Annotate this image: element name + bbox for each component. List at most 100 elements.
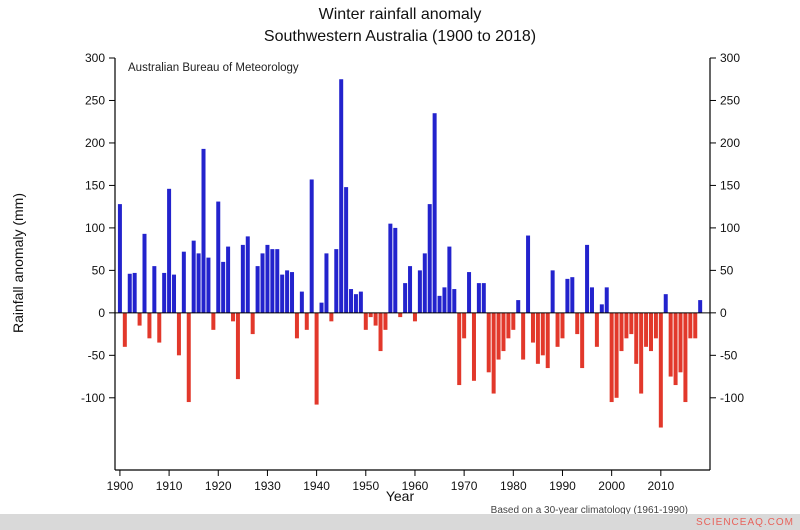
y-tick-label: -50 [88,348,106,362]
bar [137,312,142,326]
bar [555,312,560,347]
y-tick-label: 150 [85,178,105,192]
footer-strip [0,514,800,530]
bar [648,312,653,352]
bar [152,266,157,313]
bar [245,236,250,313]
bar [501,312,506,352]
bars-group [117,79,703,428]
bar [216,201,221,313]
bar [309,179,314,313]
bar [609,312,614,403]
bar [437,295,442,313]
site-watermark: SCIENCEAQ.COM [695,517,794,528]
bar [619,312,624,352]
bar [393,227,398,313]
bar [565,278,570,313]
y-tick-label: 300 [720,51,740,65]
x-tick-label: 1910 [156,479,183,493]
bar [324,253,329,313]
bar [172,274,177,313]
bar [535,312,540,364]
bar [388,223,393,313]
bar [604,287,609,313]
bar [629,312,634,335]
bar [265,244,270,313]
bar [634,312,639,364]
bar [467,272,472,313]
climatology-footnote: Based on a 30-year climatology (1961-199… [490,505,688,516]
x-tick-label: 1950 [352,479,379,493]
bar [378,312,383,352]
bar [471,312,476,381]
bar [358,291,363,313]
bar [663,294,668,313]
bar [275,249,280,313]
bar [457,312,462,386]
bar [585,244,590,313]
bar [526,235,531,313]
y-tick-label: 0 [720,306,727,320]
bar [589,287,594,313]
bar [408,266,413,313]
bar [349,289,354,313]
bar [550,270,555,313]
bar [653,312,658,339]
bar [176,312,181,356]
bar [186,312,191,403]
bar [157,312,162,343]
bar [521,312,526,360]
bar [486,312,491,373]
bar [496,312,501,360]
bar [624,312,629,339]
x-tick-label: 1930 [254,479,281,493]
bar [142,233,147,313]
x-tick-label: 1980 [500,479,527,493]
bar [688,312,693,339]
bar [255,266,260,313]
x-tick-label: 1920 [205,479,232,493]
bar [491,312,496,394]
y-tick-label: 200 [720,136,740,150]
bar [270,249,275,313]
bar [403,283,408,313]
bar [181,251,186,313]
bar [442,287,447,313]
bar [162,272,167,313]
bar [530,312,535,343]
axes-group: 300 300 250 250 200 200 150 150 100 100 50 50 0 0 -50 -… [81,51,744,493]
bar [240,244,245,313]
bar [122,312,127,347]
y-tick-label: -100 [81,391,105,405]
bar [260,253,265,313]
x-axis-label: Year [385,488,415,504]
y-tick-label: 250 [720,93,740,107]
bar [235,312,240,380]
bar [132,272,137,313]
y-tick-label: -100 [720,391,744,405]
bar [599,304,604,313]
bar [476,283,481,313]
data-source-annotation: Australian Bureau of Meteorology [128,62,299,74]
bar [683,312,688,403]
bar [540,312,545,356]
bar [673,312,678,386]
bar [658,312,663,428]
bar [516,300,521,313]
bar [117,204,122,313]
bar [383,312,388,330]
bar [290,272,295,313]
bar [678,312,683,373]
x-tick-label: 1960 [402,479,429,493]
bar [614,312,619,398]
bar [211,312,216,330]
bar [250,312,255,335]
bar [575,312,580,335]
bar [693,312,698,339]
y-axis-label: Rainfall anomaly (mm) [10,192,26,334]
bar [339,79,344,313]
y-tick-label: 100 [720,221,740,235]
x-tick-label: 1970 [451,479,478,493]
bar [668,312,673,377]
